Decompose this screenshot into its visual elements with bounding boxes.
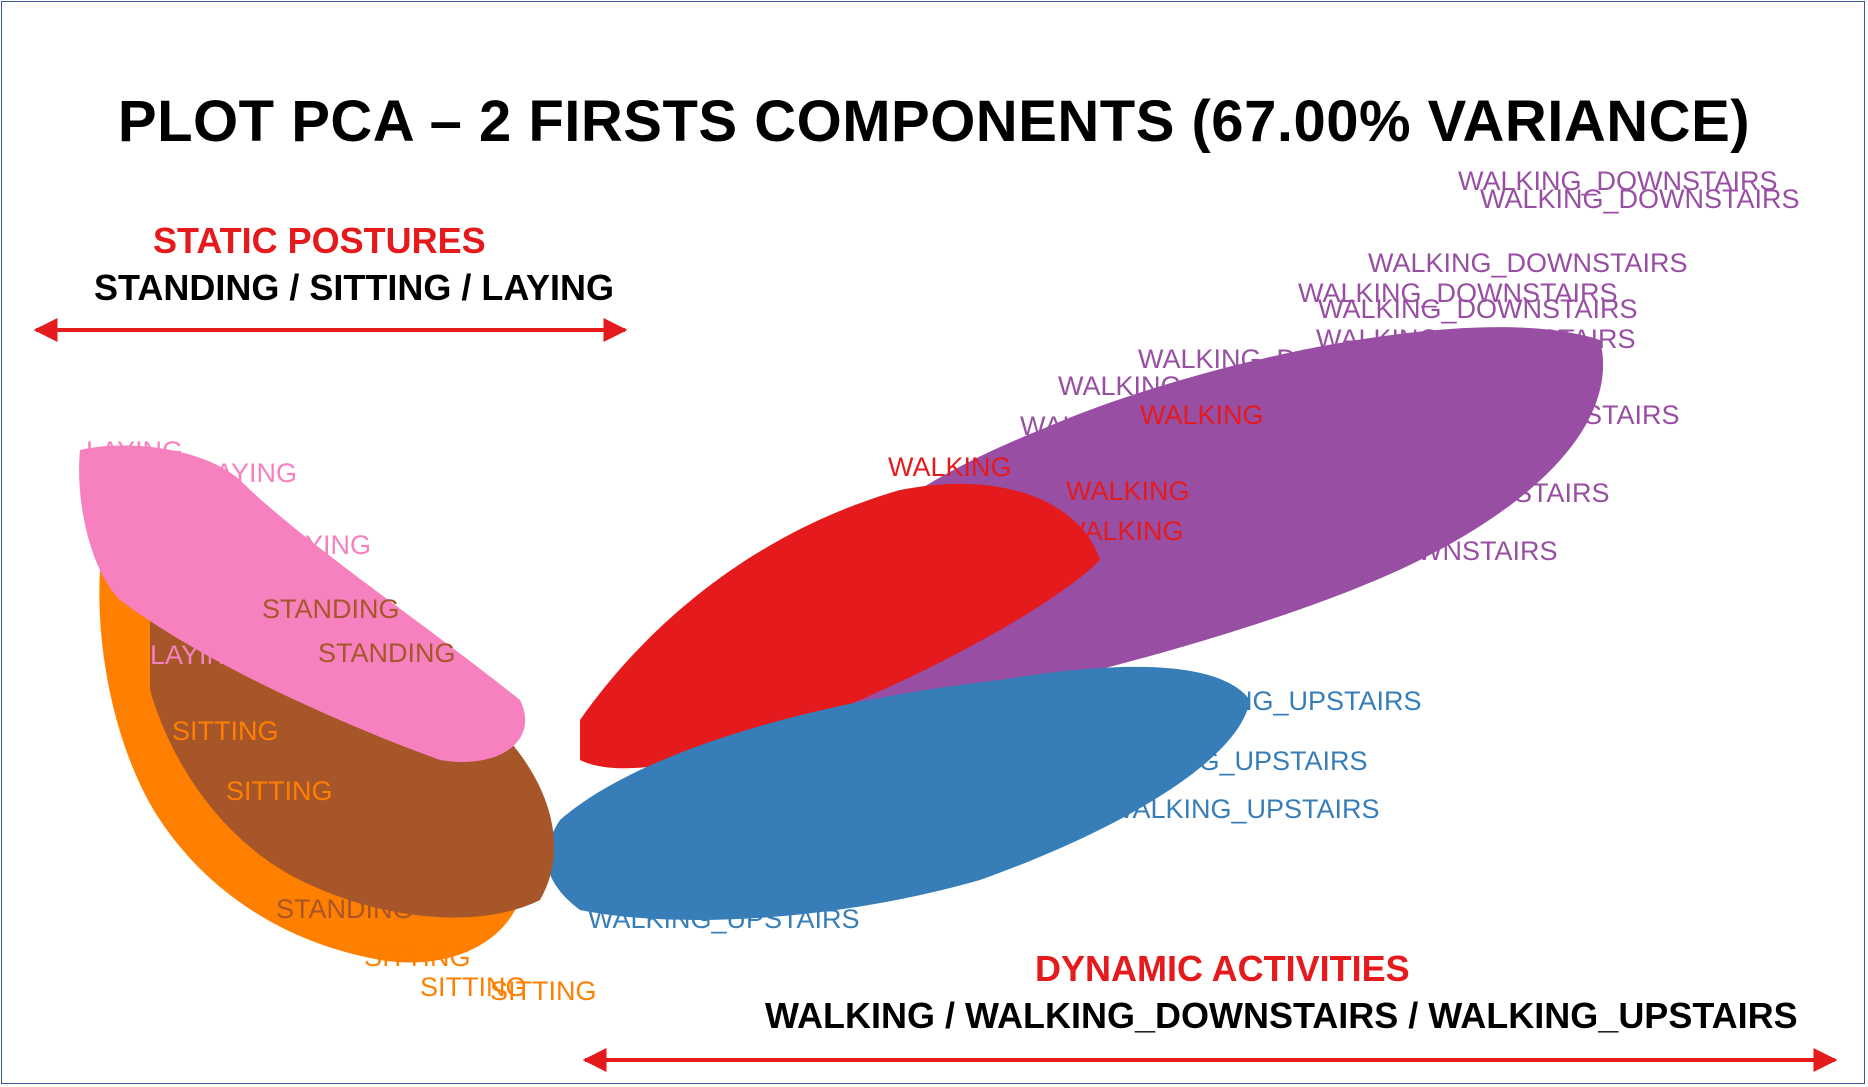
point-label-walking-downstairs: WALKING_DOWNSTAIRS (1020, 411, 1340, 441)
point-label-sitting: SITTING (172, 716, 279, 746)
chart-title: PLOT PCA – 2 FIRSTS COMPONENTS (67.00% V… (117, 89, 1751, 154)
point-label-walking-downstairs: WALKING_DOWNSTAIRS (1298, 278, 1618, 308)
point-label-sitting: SITTING (420, 972, 527, 1002)
point-label-walking-upstairs: WALKING_UPSTAIRS (1108, 794, 1380, 824)
point-clusters (79, 327, 1604, 963)
point-label-sitting: SITTING (226, 776, 333, 806)
point-label-laying: LAYING (86, 436, 183, 466)
point-label-walking: WALKING (888, 452, 1012, 482)
static-postures-heading: STATIC POSTURES (153, 220, 486, 261)
point-label-walking-downstairs: WALKING_DOWNSTAIRS (1058, 371, 1378, 401)
point-label-walking-upstairs: WALKING_UPSTAIRS (1150, 686, 1422, 716)
cluster-walking (580, 483, 1100, 769)
point-label-walking-downstairs: WALKING_DOWNSTAIRS (1318, 294, 1638, 324)
point-label-standing: STANDING (262, 594, 400, 624)
point-label-standing: STANDING (318, 638, 456, 668)
cluster-laying (79, 445, 526, 762)
point-label-walking-downstairs: WALKING_DOWNSTAIRS (1480, 184, 1800, 214)
point-label-walking-downstairs: WALKING_DOWNSTAIRS (1238, 536, 1558, 566)
cluster-standing (150, 608, 555, 918)
static-postures-classes: STANDING / SITTING / LAYING (94, 267, 615, 308)
point-label-laying: LAYING (200, 458, 297, 488)
point-label-walking: WALKING (1066, 476, 1190, 506)
cluster-walking-upstairs (546, 666, 1250, 920)
point-label-laying: LAYING (274, 530, 371, 560)
point-label-walking-downstairs: WALKING_DOWNSTAIRS (1316, 324, 1636, 354)
point-label-sitting: SITTING (364, 942, 471, 972)
point-label-walking: WALKING (760, 546, 884, 576)
point-labels: WALKING_DOWNSTAIRSWALKING_DOWNSTAIRSWALK… (86, 166, 1800, 1006)
point-label-laying: LAYING (150, 640, 247, 670)
point-label-walking-downstairs: WALKING_DOWNSTAIRS (1290, 478, 1610, 508)
point-label-walking-upstairs: WALKING_UPSTAIRS (588, 904, 860, 934)
point-label-walking-downstairs: WALKING_DOWNSTAIRS (1368, 248, 1688, 278)
point-label-walking: WALKING (1140, 400, 1264, 430)
point-label-walking: WALKING (1060, 516, 1184, 546)
point-label-walking-downstairs: WALKING_DOWNSTAIRS (1458, 166, 1778, 196)
point-label-walking-upstairs: WALKING_UPSTAIRS (1096, 746, 1368, 776)
point-label-sitting: SITTING (490, 976, 597, 1006)
dynamic-activities-heading: DYNAMIC ACTIVITIES (1035, 948, 1410, 989)
point-label-standing: STANDING (276, 894, 414, 924)
dynamic-activities-classes: WALKING / WALKING_DOWNSTAIRS / WALKING_U… (765, 995, 1798, 1036)
point-label-walking-downstairs: WALKING_DOWNSTAIRS (1138, 344, 1458, 374)
point-label-walking-downstairs: WALKING_DOWNSTAIRS (1260, 370, 1580, 400)
point-label-walking-downstairs: WALKING_DOWNSTAIRS (1360, 400, 1680, 430)
